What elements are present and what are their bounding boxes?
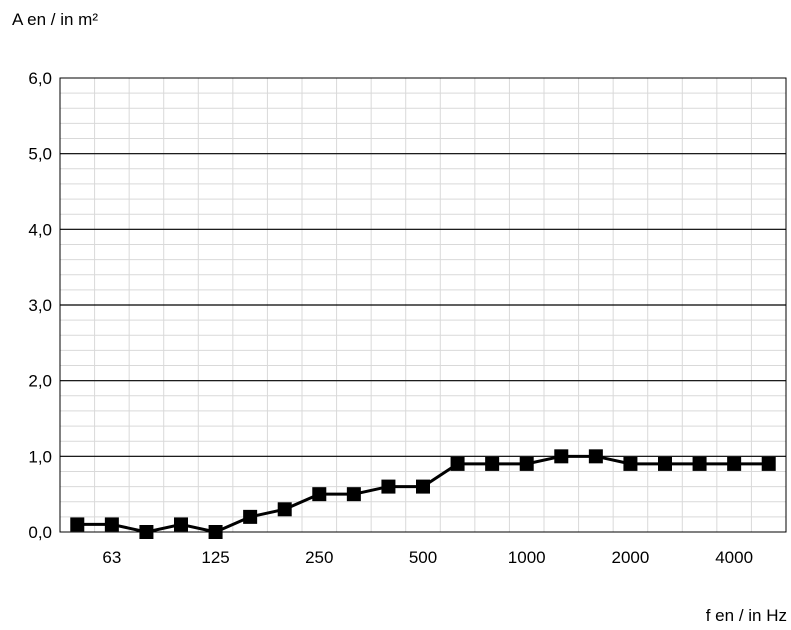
- data-point-marker: [208, 525, 223, 539]
- x-tick-label: 4000: [715, 548, 753, 567]
- y-tick-label: 2,0: [28, 372, 52, 391]
- data-point-marker: [346, 487, 361, 502]
- y-tick-label: 3,0: [28, 296, 52, 315]
- x-tick-label: 63: [102, 548, 121, 567]
- y-axis-title: A en / in m²: [12, 10, 98, 29]
- x-tick-label: 500: [409, 548, 437, 567]
- x-axis-title: f en / in Hz: [705, 606, 787, 625]
- y-tick-label: 1,0: [28, 447, 52, 466]
- data-point-marker: [658, 456, 672, 471]
- data-point-marker: [761, 456, 776, 471]
- data-point-marker: [277, 502, 292, 517]
- major-grid: [60, 153, 786, 457]
- x-tick-label: 250: [305, 548, 333, 567]
- data-point-marker: [104, 517, 119, 532]
- x-tick-label: 1000: [508, 548, 546, 567]
- data-point-marker: [139, 525, 154, 539]
- data-point-marker: [174, 517, 188, 532]
- data-point-marker: [450, 456, 465, 471]
- data-point-marker: [519, 456, 534, 471]
- data-point-marker: [381, 479, 396, 494]
- data-point-marker: [588, 449, 603, 464]
- plot-border: [59, 77, 787, 533]
- x-tick-label: 2000: [612, 548, 650, 567]
- data-point-marker: [416, 479, 430, 494]
- data-point-marker: [485, 456, 500, 471]
- data-point-marker: [70, 517, 85, 532]
- x-tick-labels: 63 125 250 500 1000 2000 4000: [102, 548, 753, 567]
- y-tick-label: 6,0: [28, 69, 52, 88]
- x-tick-label: 125: [201, 548, 229, 567]
- data-point-marker: [312, 487, 327, 502]
- data-point-marker: [623, 456, 638, 471]
- data-point-marker: [554, 449, 569, 464]
- data-point-marker: [727, 456, 742, 471]
- data-point-marker: [692, 456, 707, 471]
- y-tick-label: 4,0: [28, 220, 52, 239]
- series-layer: [70, 449, 776, 539]
- y-tick-label: 0,0: [28, 523, 52, 542]
- y-tick-label: 5,0: [28, 145, 52, 164]
- data-point-marker: [243, 509, 258, 524]
- y-tick-labels: 0,0 1,0 2,0 3,0 4,0 5,0 6,0: [28, 69, 52, 542]
